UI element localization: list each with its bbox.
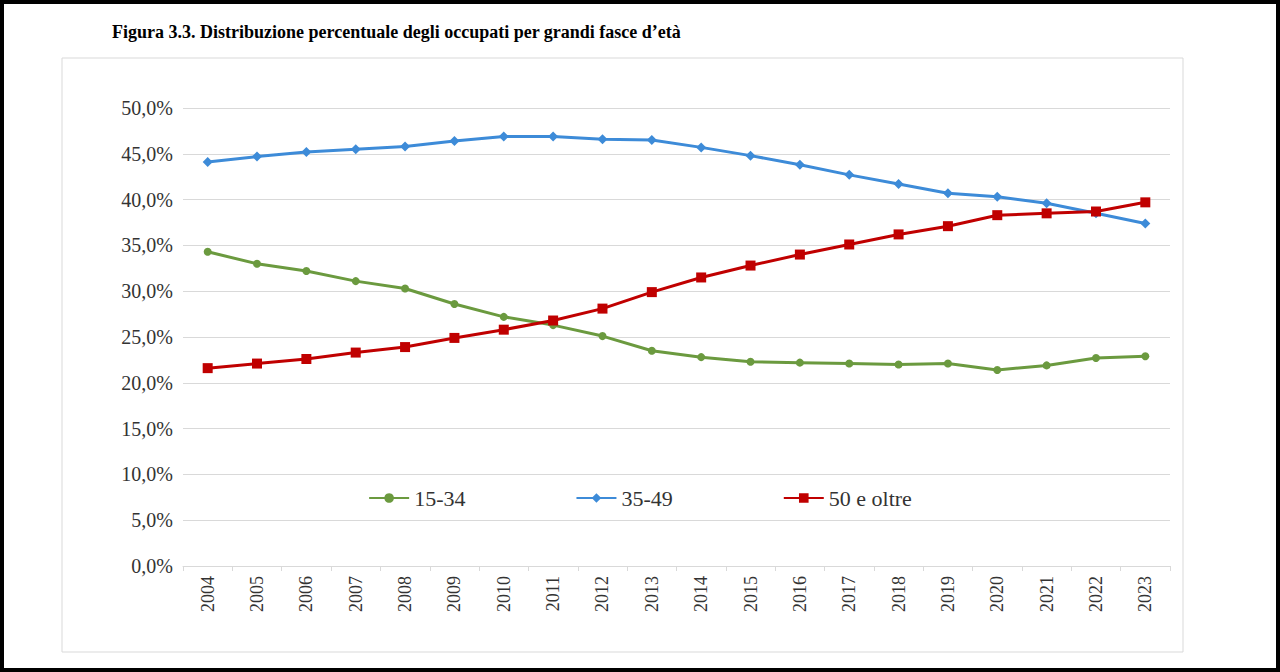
svg-text:2006: 2006 <box>296 576 316 612</box>
svg-text:2009: 2009 <box>444 576 464 612</box>
svg-text:45,0%: 45,0% <box>121 143 173 165</box>
svg-text:2015: 2015 <box>741 576 761 612</box>
svg-text:50,0%: 50,0% <box>121 97 173 119</box>
svg-text:35-49: 35-49 <box>621 486 672 511</box>
svg-text:2020: 2020 <box>987 576 1007 612</box>
svg-text:5,0%: 5,0% <box>131 509 173 531</box>
svg-text:2011: 2011 <box>543 576 563 611</box>
svg-text:0,0%: 0,0% <box>131 555 173 577</box>
svg-text:2007: 2007 <box>346 576 366 612</box>
svg-text:35,0%: 35,0% <box>121 234 173 256</box>
svg-text:2016: 2016 <box>790 576 810 612</box>
svg-text:2012: 2012 <box>592 576 612 612</box>
svg-text:2010: 2010 <box>494 576 514 612</box>
svg-text:2017: 2017 <box>839 576 859 612</box>
svg-text:20,0%: 20,0% <box>121 372 173 394</box>
svg-text:30,0%: 30,0% <box>121 280 173 302</box>
svg-text:15,0%: 15,0% <box>121 418 173 440</box>
svg-text:2021: 2021 <box>1037 576 1057 612</box>
svg-text:2008: 2008 <box>395 576 415 612</box>
svg-text:50 e oltre: 50 e oltre <box>829 486 912 511</box>
svg-text:2013: 2013 <box>642 576 662 612</box>
svg-text:10,0%: 10,0% <box>121 463 173 485</box>
svg-text:2005: 2005 <box>247 576 267 612</box>
svg-text:2019: 2019 <box>938 576 958 612</box>
svg-text:2023: 2023 <box>1135 576 1155 612</box>
svg-text:2014: 2014 <box>691 576 711 612</box>
svg-text:2022: 2022 <box>1086 576 1106 612</box>
svg-text:2004: 2004 <box>198 576 218 612</box>
svg-text:40,0%: 40,0% <box>121 189 173 211</box>
svg-text:15-34: 15-34 <box>414 486 465 511</box>
svg-text:Figura 3.3. Distribuzione perc: Figura 3.3. Distribuzione percentuale de… <box>112 22 681 42</box>
svg-text:2018: 2018 <box>889 576 909 612</box>
svg-text:25,0%: 25,0% <box>121 326 173 348</box>
